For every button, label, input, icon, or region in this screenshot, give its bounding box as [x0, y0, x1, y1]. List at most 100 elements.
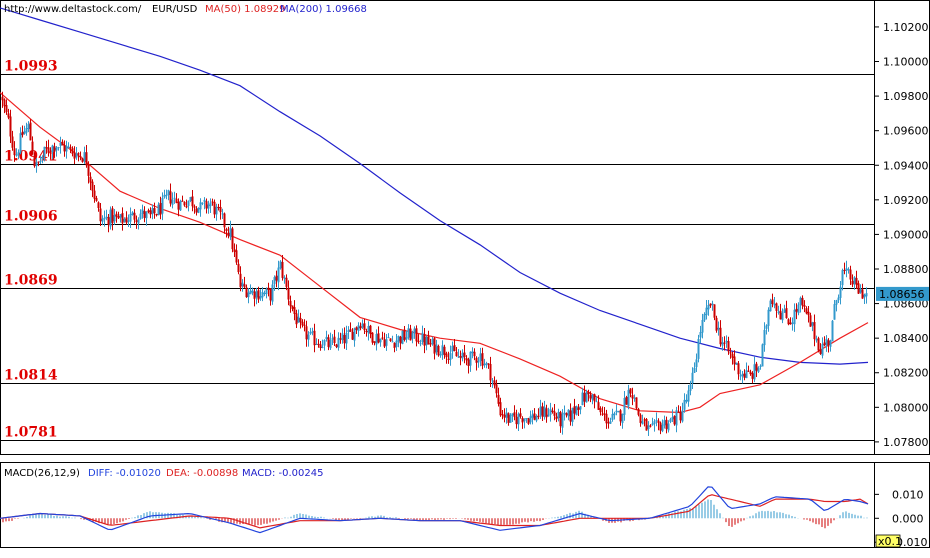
- candle: [579, 406, 582, 415]
- candle: [823, 336, 826, 347]
- candle: [393, 342, 396, 353]
- candle: [699, 325, 702, 344]
- candle: [419, 339, 422, 347]
- candle: [179, 199, 182, 211]
- candle: [745, 362, 748, 379]
- candle: [591, 393, 594, 405]
- candle: [523, 418, 526, 429]
- candle: [7, 108, 10, 120]
- candle: [855, 270, 858, 289]
- candle: [533, 408, 536, 421]
- macd-diff: DIFF: -0.01020: [88, 468, 161, 479]
- macd-macd: MACD: -0.00245: [242, 468, 323, 479]
- candle: [521, 416, 524, 429]
- candle: [473, 348, 476, 361]
- candle: [95, 195, 98, 202]
- candle: [577, 404, 580, 416]
- candle: [833, 300, 836, 320]
- candle: [67, 142, 70, 149]
- candle: [717, 321, 720, 336]
- candle: [613, 411, 616, 420]
- candle: [791, 317, 794, 331]
- header-symbol: EUR/USD: [152, 4, 198, 15]
- candle: [785, 300, 788, 319]
- candle: [213, 199, 216, 219]
- candle: [177, 198, 180, 217]
- candle: [477, 356, 480, 368]
- candle: [575, 405, 578, 416]
- candle: [509, 413, 512, 423]
- candle: [531, 410, 534, 425]
- macd-axis-ticks: 0.010 0.000 -0.010: [874, 488, 927, 549]
- candle: [603, 407, 606, 421]
- candle: [219, 199, 222, 220]
- candle: [667, 420, 670, 433]
- candle: [739, 369, 742, 381]
- candle: [63, 140, 66, 157]
- candle: [115, 211, 118, 223]
- candle: [375, 329, 378, 351]
- candle: [183, 201, 186, 207]
- candle: [725, 335, 728, 348]
- candle: [777, 305, 780, 315]
- candle: [307, 331, 310, 347]
- candle: [201, 202, 204, 206]
- candle: [501, 410, 504, 420]
- price-tick-11: 1.10000: [883, 56, 929, 69]
- candle: [283, 275, 286, 284]
- candle: [399, 335, 402, 350]
- candle: [731, 351, 734, 365]
- level-label-5: 1.0781: [4, 425, 58, 441]
- candle: [537, 408, 540, 420]
- candle: [327, 334, 330, 351]
- candle: [181, 195, 184, 202]
- candle: [261, 287, 264, 302]
- candle: [673, 415, 676, 426]
- candle: [675, 406, 678, 433]
- candle: [801, 295, 804, 310]
- candle: [453, 339, 456, 352]
- candle: [161, 192, 164, 221]
- candle: [401, 330, 404, 345]
- candle: [199, 198, 202, 217]
- candle: [109, 206, 112, 230]
- candle: [467, 357, 470, 374]
- macd-dea: DEA: -0.00898: [166, 468, 238, 479]
- candle: [97, 201, 100, 212]
- candle: [573, 398, 576, 420]
- candle: [279, 260, 282, 270]
- candle: [787, 318, 790, 326]
- candle: [835, 299, 838, 312]
- price-tick-12: 1.10200: [883, 21, 929, 34]
- candle: [11, 130, 14, 151]
- candle: [671, 409, 674, 422]
- candle: [55, 146, 58, 157]
- candle: [129, 207, 132, 228]
- candle: [203, 197, 206, 210]
- candle: [3, 98, 6, 114]
- candle: [423, 328, 426, 354]
- macd-layer: [0, 486, 869, 534]
- candle: [607, 417, 610, 429]
- candle: [239, 266, 242, 292]
- candle: [185, 199, 188, 209]
- candle: [635, 397, 638, 410]
- candle: [245, 284, 248, 298]
- candle: [865, 287, 868, 304]
- candle: [441, 340, 444, 360]
- candle: [595, 396, 598, 403]
- candle: [49, 147, 52, 160]
- candle: [661, 419, 664, 433]
- header-ma50: MA(50) 1.08929: [205, 4, 286, 15]
- candle: [117, 211, 120, 219]
- candle: [329, 332, 332, 350]
- candle: [567, 409, 570, 421]
- candle: [21, 125, 24, 138]
- candle: [237, 259, 240, 275]
- candle: [381, 331, 384, 340]
- candle: [811, 321, 814, 332]
- candle: [605, 409, 608, 429]
- candle: [99, 203, 102, 226]
- level-label-2: 1.0906: [4, 209, 58, 225]
- candle: [519, 408, 522, 419]
